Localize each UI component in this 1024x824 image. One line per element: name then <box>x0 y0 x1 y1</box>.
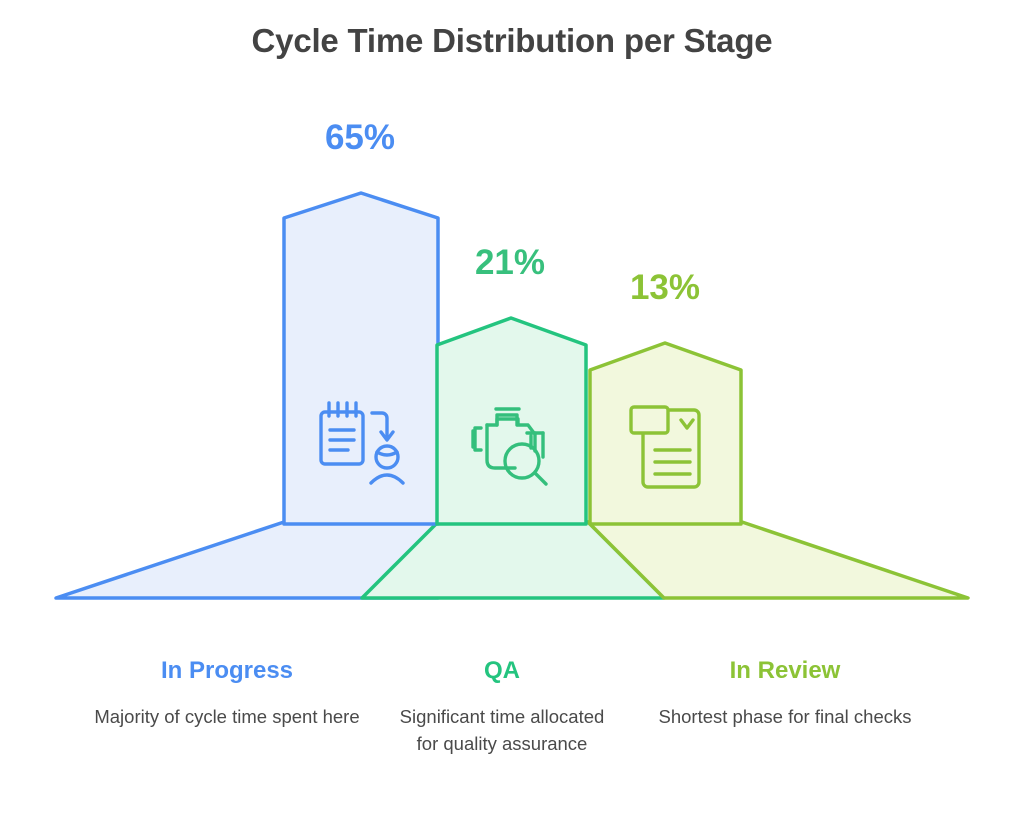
stage-label-in-review: In Review <box>729 657 841 684</box>
bar-shape-in-progress <box>282 191 440 526</box>
bar-qa <box>435 316 588 526</box>
bar-shape-qa <box>435 316 588 526</box>
bar-in-review <box>588 341 743 526</box>
stage-caption-qa: QA Significant time allocated for qualit… <box>392 657 612 757</box>
page-title: Cycle Time Distribution per Stage <box>251 22 773 59</box>
value-label-qa: 21% <box>474 243 546 282</box>
value-label-in-review: 13% <box>629 268 701 307</box>
stage-description-qa: Significant time allocated for quality a… <box>399 705 605 754</box>
value-label-in-progress: 65% <box>324 118 396 157</box>
stage-description-in-review: Shortest phase for final checks <box>658 705 912 727</box>
stage-label-in-progress: In Progress <box>160 657 294 684</box>
clipboard-assign-person-icon <box>319 401 405 485</box>
stage-label-qa: QA <box>484 657 520 684</box>
stage-caption-in-progress: In Progress Majority of cycle time spent… <box>84 657 370 731</box>
document-review-checklist-icon <box>629 405 701 489</box>
stage-caption-in-review: In Review Shortest phase for final check… <box>640 657 930 731</box>
bar-in-progress <box>282 191 440 526</box>
stage-description-in-progress: Majority of cycle time spent here <box>94 705 360 727</box>
engine-inspect-magnifier-icon <box>471 407 548 486</box>
